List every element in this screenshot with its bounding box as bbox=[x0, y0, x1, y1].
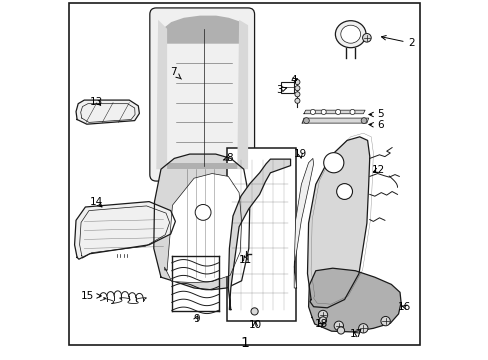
Polygon shape bbox=[308, 268, 400, 332]
Text: 1: 1 bbox=[240, 336, 248, 350]
Circle shape bbox=[333, 321, 343, 330]
Polygon shape bbox=[237, 20, 247, 169]
Text: 17: 17 bbox=[349, 329, 363, 339]
Circle shape bbox=[195, 204, 211, 220]
Circle shape bbox=[361, 118, 366, 123]
Circle shape bbox=[335, 109, 340, 114]
Polygon shape bbox=[294, 158, 313, 288]
Circle shape bbox=[321, 109, 325, 114]
Polygon shape bbox=[302, 118, 368, 123]
Polygon shape bbox=[303, 110, 365, 114]
Text: 3: 3 bbox=[276, 85, 286, 95]
Circle shape bbox=[310, 109, 315, 114]
Text: 7: 7 bbox=[169, 67, 181, 79]
Circle shape bbox=[294, 86, 299, 91]
Text: 8: 8 bbox=[223, 153, 232, 163]
Circle shape bbox=[349, 109, 354, 114]
Polygon shape bbox=[164, 174, 241, 283]
Ellipse shape bbox=[340, 25, 360, 43]
Text: 12: 12 bbox=[371, 165, 384, 175]
Text: 18: 18 bbox=[315, 319, 328, 329]
Polygon shape bbox=[76, 100, 139, 124]
Circle shape bbox=[294, 80, 299, 85]
Polygon shape bbox=[307, 137, 369, 308]
Circle shape bbox=[358, 324, 367, 333]
Text: 2: 2 bbox=[381, 36, 414, 48]
Text: 14: 14 bbox=[90, 197, 103, 207]
Text: 16: 16 bbox=[397, 302, 410, 312]
Ellipse shape bbox=[335, 21, 365, 48]
Bar bbox=[227, 148, 295, 321]
Circle shape bbox=[250, 308, 258, 315]
Polygon shape bbox=[228, 159, 290, 310]
Circle shape bbox=[323, 153, 343, 173]
Circle shape bbox=[337, 327, 344, 334]
Text: 19: 19 bbox=[293, 149, 306, 159]
Polygon shape bbox=[153, 154, 249, 290]
Text: 4: 4 bbox=[290, 75, 297, 85]
Circle shape bbox=[303, 118, 309, 123]
Polygon shape bbox=[156, 20, 167, 169]
Text: 9: 9 bbox=[193, 314, 199, 324]
Circle shape bbox=[294, 98, 299, 103]
Circle shape bbox=[294, 92, 299, 97]
Text: 6: 6 bbox=[368, 120, 383, 130]
FancyBboxPatch shape bbox=[149, 8, 254, 181]
Circle shape bbox=[380, 316, 389, 326]
Text: 13: 13 bbox=[90, 96, 103, 107]
Text: 15: 15 bbox=[81, 291, 101, 301]
Text: 11: 11 bbox=[239, 255, 252, 265]
Circle shape bbox=[336, 184, 352, 199]
Circle shape bbox=[319, 317, 326, 324]
Polygon shape bbox=[75, 202, 175, 259]
Circle shape bbox=[318, 310, 327, 320]
Text: 10: 10 bbox=[248, 320, 262, 330]
Text: 5: 5 bbox=[368, 109, 383, 120]
Bar bbox=[280, 82, 294, 93]
Circle shape bbox=[362, 33, 370, 42]
